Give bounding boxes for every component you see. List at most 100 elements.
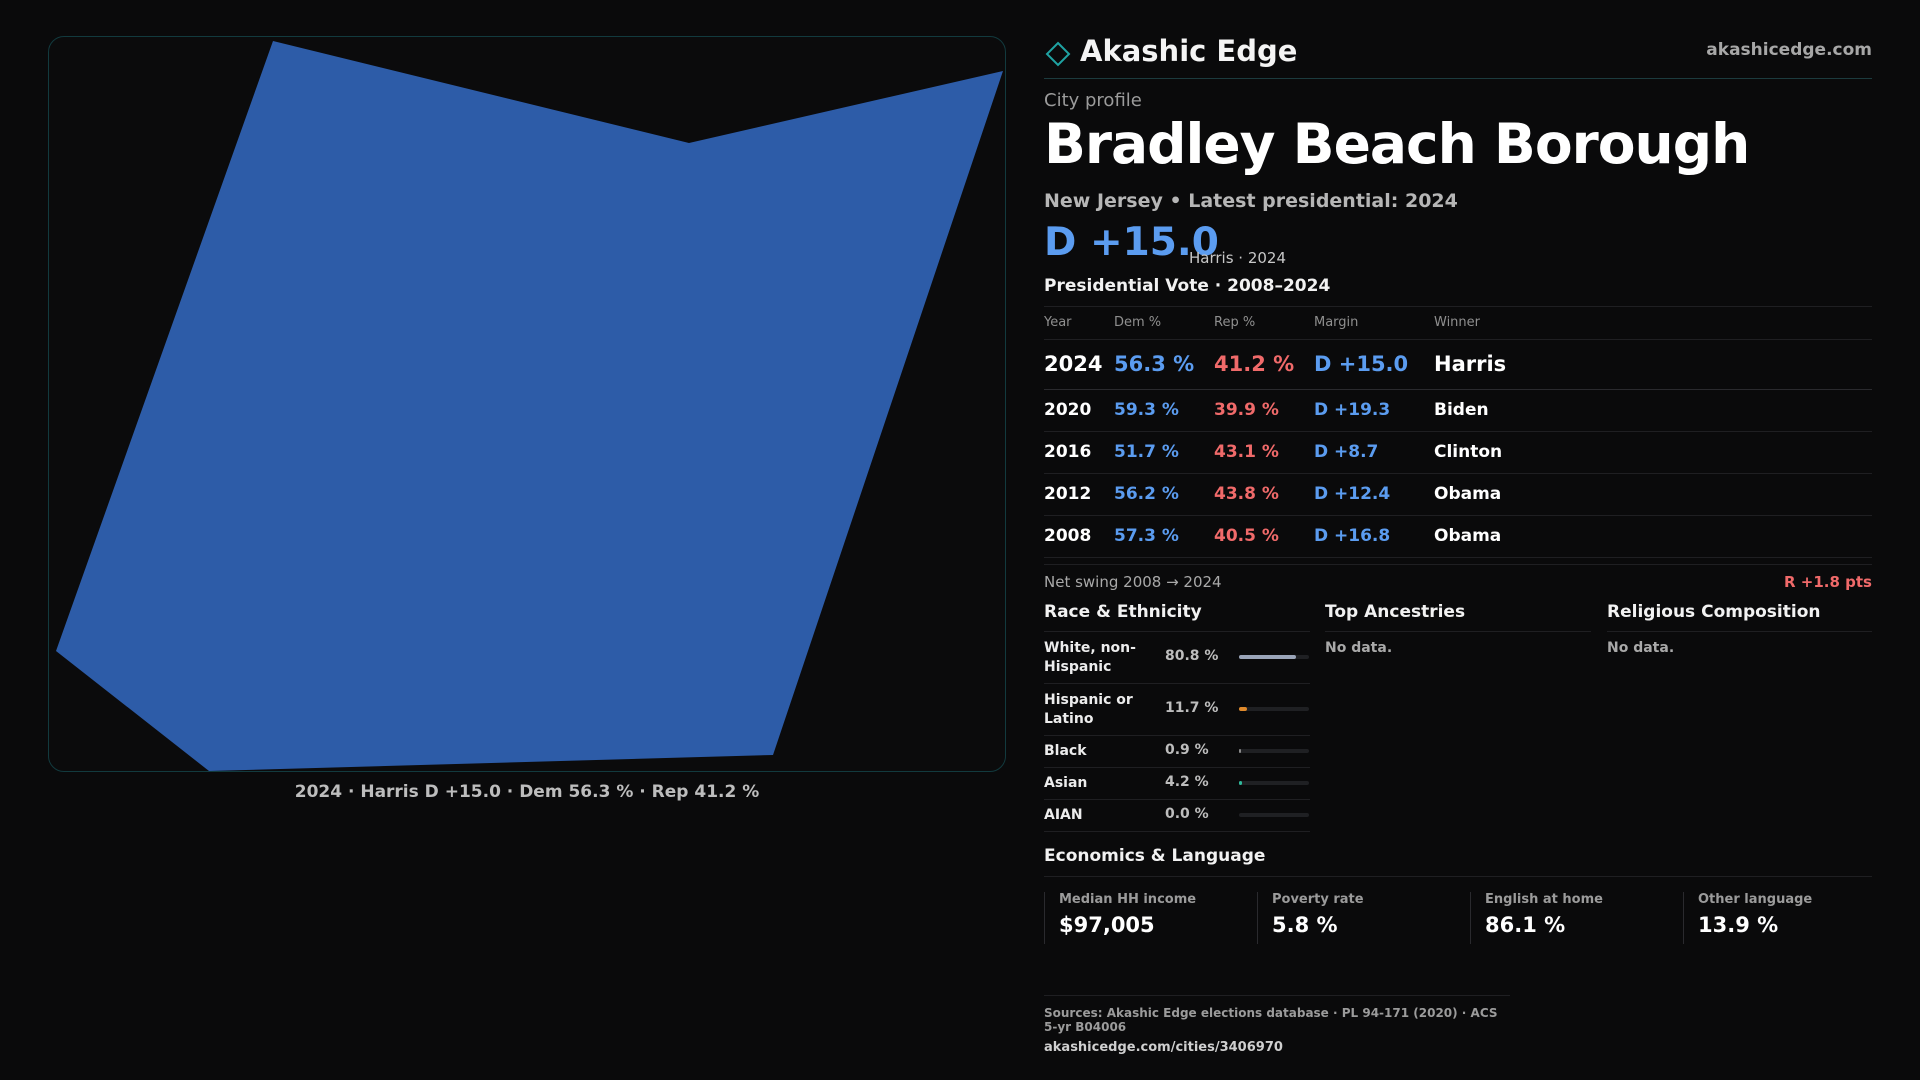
race-section: Race & Ethnicity White, non-Hispanic 80.… [1044,600,1310,832]
brand-url-link[interactable]: akashicedge.com [1706,40,1872,60]
race-bar-fill [1239,707,1248,711]
econ-label: English at home [1485,892,1603,907]
vote-table-title: Presidential Vote · 2008–2024 [1044,276,1331,296]
table-row: 2016 51.7 % 43.1 % D +8.7 Clinton [1044,432,1872,474]
cell-rep: 43.1 % [1214,442,1279,462]
race-label: Asian [1044,775,1088,791]
economics-title: Economics & Language [1044,846,1872,877]
city-map[interactable] [48,36,1006,772]
cell-year: 2020 [1044,400,1092,420]
religion-empty: No data. [1607,640,1675,656]
econ-value: 86.1 % [1485,913,1566,937]
econ-other-language: Other language 13.9 % [1683,892,1812,944]
race-pct: 11.7 % [1165,700,1219,716]
economics-title-text: Economics & Language [1044,846,1266,866]
econ-label: Median HH income [1059,892,1197,907]
religion-section: Religious Composition No data. [1607,600,1872,656]
cell-winner: Biden [1434,400,1489,420]
econ-poverty-rate: Poverty rate 5.8 % [1257,892,1364,944]
ancestries-section: Top Ancestries No data. [1325,600,1591,656]
header-rep: Rep % [1214,315,1256,330]
table-row: 2012 56.2 % 43.8 % D +12.4 Obama [1044,474,1872,516]
race-row: AIAN 0.0 % [1044,800,1310,832]
race-bar-track [1239,813,1309,817]
profile-panel: Akashic Edge akashicedge.com City profil… [1044,0,1872,1080]
header-dem: Dem % [1114,315,1162,330]
cell-winner: Obama [1434,526,1502,546]
race-bar-track [1239,781,1309,785]
cell-dem: 56.3 % [1114,352,1195,376]
net-swing-label: Net swing 2008 → 2024 [1044,573,1222,591]
map-caption: 2024 · Harris D +15.0 · Dem 56.3 % · Rep… [294,782,760,802]
race-label: Black [1044,743,1087,759]
race-bar-fill [1239,749,1241,753]
race-label: AIAN [1044,807,1083,823]
race-label: White, non-Hispanic [1044,640,1136,675]
vote-table-header: Year Dem % Rep % Margin Winner [1044,306,1872,340]
race-label: Hispanic or Latino [1044,692,1133,727]
race-pct: 0.0 % [1165,806,1209,822]
cell-margin: D +16.8 [1314,526,1391,546]
race-row: Hispanic or Latino 11.7 % [1044,684,1310,736]
econ-label: Other language [1698,892,1813,907]
cell-winner: Clinton [1434,442,1503,462]
race-title: Race & Ethnicity [1044,600,1310,632]
econ-english-at-home: English at home 86.1 % [1470,892,1603,944]
econ-median-income: Median HH income $97,005 [1044,892,1196,944]
cell-margin: D +12.4 [1314,484,1391,504]
race-bar-track [1239,749,1309,753]
race-row: White, non-Hispanic 80.8 % [1044,632,1310,684]
race-pct: 80.8 % [1165,648,1219,664]
cell-year: 2016 [1044,442,1092,462]
brand-name: Akashic Edge [1080,34,1298,68]
cell-dem: 56.2 % [1114,484,1179,504]
cell-year: 2008 [1044,526,1092,546]
ancestries-empty: No data. [1325,640,1393,656]
net-swing-value: R +1.8 pts [1784,573,1872,591]
race-pct: 0.9 % [1165,742,1209,758]
race-row: Black 0.9 % [1044,736,1310,768]
cell-margin: D +8.7 [1314,442,1379,462]
cell-dem: 57.3 % [1114,526,1179,546]
headline-note: Harris · 2024 [1189,249,1287,267]
cell-dem: 51.7 % [1114,442,1179,462]
page-kicker: City profile [1044,90,1142,111]
cell-dem: 59.3 % [1114,400,1179,420]
cell-margin: D +15.0 [1314,352,1409,376]
sources-footer: Sources: Akashic Edge elections database… [1044,995,1510,1055]
table-row: 2020 59.3 % 39.9 % D +19.3 Biden [1044,390,1872,432]
vote-table: Year Dem % Rep % Margin Winner 2024 56.3… [1044,306,1872,558]
cell-year: 2024 [1044,352,1103,376]
race-bar-track [1239,707,1309,711]
cell-rep: 40.5 % [1214,526,1279,546]
header-margin: Margin [1314,315,1359,330]
table-row: 2024 56.3 % 41.2 % D +15.0 Harris [1044,340,1872,390]
cell-rep: 43.8 % [1214,484,1279,504]
race-bar-fill [1239,655,1296,659]
econ-value: 13.9 % [1698,913,1779,937]
page-subtitle: New Jersey • Latest presidential: 2024 [1044,190,1458,212]
city-boundary-shape[interactable] [56,41,1003,771]
header-winner: Winner [1434,315,1481,330]
cell-rep: 39.9 % [1214,400,1279,420]
header-year: Year [1044,315,1072,330]
cell-margin: D +19.3 [1314,400,1391,420]
table-row: 2008 57.3 % 40.5 % D +16.8 Obama [1044,516,1872,558]
city-boundary-map [56,41,1003,771]
cell-rep: 41.2 % [1214,352,1295,376]
brand-header: Akashic Edge akashicedge.com [1044,32,1872,79]
race-row: Asian 4.2 % [1044,768,1310,800]
sources-text: Sources: Akashic Edge elections database… [1044,1006,1498,1034]
diamond-logo-icon [1045,41,1071,67]
ancestries-title: Top Ancestries [1325,600,1591,632]
race-bar-fill [1239,781,1242,785]
econ-value: $97,005 [1059,913,1155,937]
headline-margin: D +15.0 [1044,220,1219,265]
sources-link[interactable]: akashicedge.com/cities/3406970 [1044,1040,1283,1055]
cell-winner: Harris [1434,352,1507,376]
econ-value: 5.8 % [1272,913,1338,937]
race-bar-track [1239,655,1309,659]
religion-title: Religious Composition [1607,600,1872,632]
cell-winner: Obama [1434,484,1502,504]
cell-year: 2012 [1044,484,1092,504]
